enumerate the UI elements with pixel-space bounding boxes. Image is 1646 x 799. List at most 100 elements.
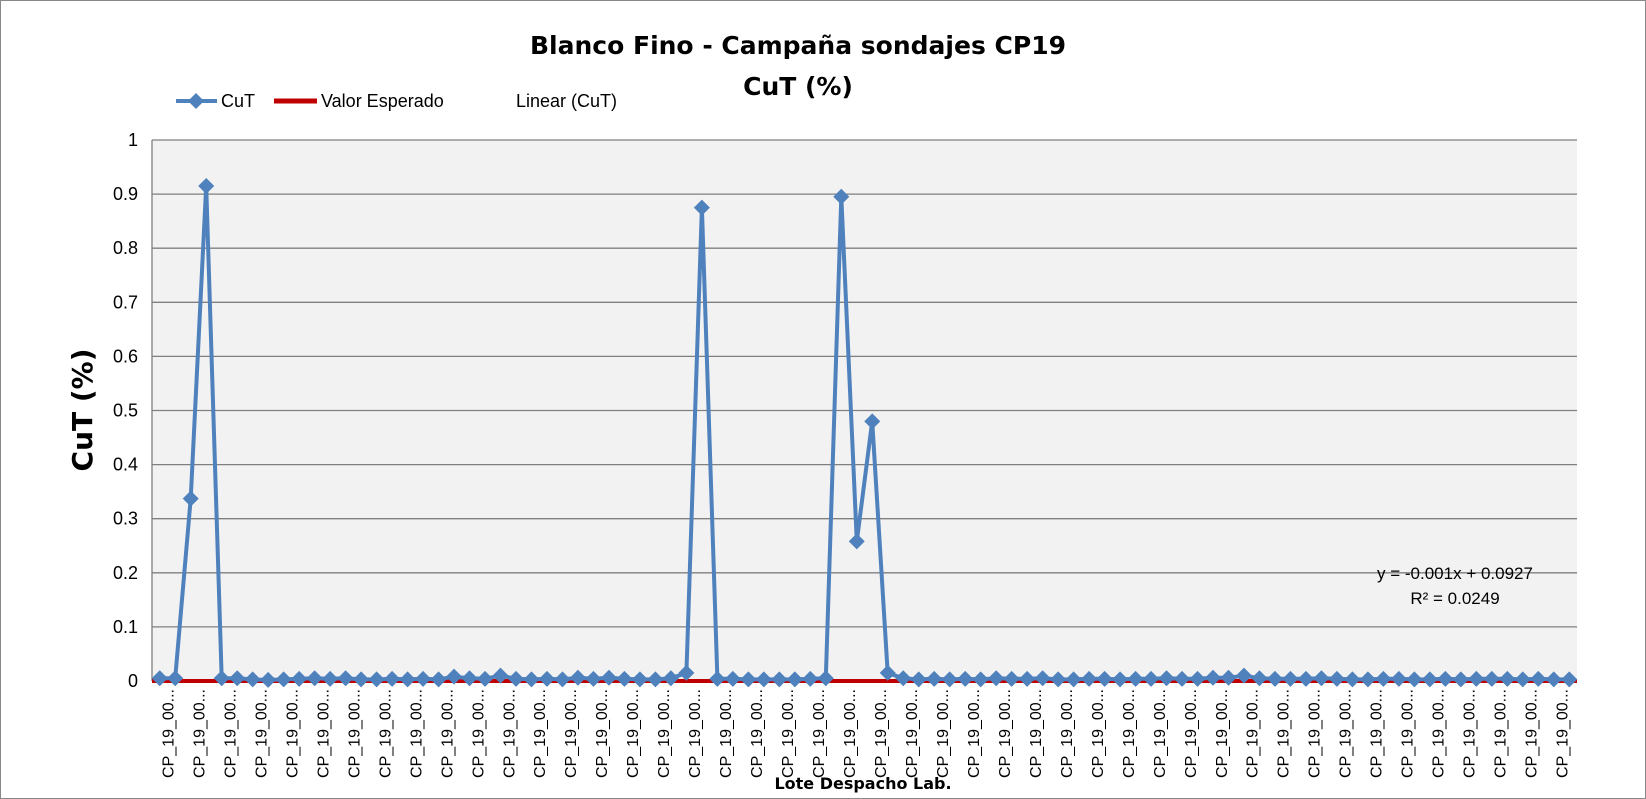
data-point-marker <box>507 670 524 687</box>
y-tick-label: 1 <box>128 130 138 150</box>
data-point-marker <box>1174 670 1191 687</box>
data-point-marker <box>182 490 199 507</box>
x-axis-ticks: CP_19_00... CP_19_00... CP_19_00... CP_19_0… <box>160 689 1571 778</box>
data-point-marker <box>1406 671 1423 688</box>
data-point-marker <box>1019 670 1036 687</box>
x-tick-label: CP_19_00... <box>1555 689 1572 778</box>
data-point-marker <box>151 670 168 687</box>
data-point-marker <box>662 670 679 687</box>
data-point-marker <box>1390 670 1407 687</box>
data-point-marker <box>229 670 246 687</box>
x-tick-label: CP_19_00... <box>997 689 1014 778</box>
x-tick-label: CP_19_00... <box>346 689 363 778</box>
x-tick-label: CP_19_00... <box>160 689 177 778</box>
data-point-marker <box>926 670 943 687</box>
x-tick-label: CP_19_00... <box>563 689 580 778</box>
data-point-marker <box>1328 670 1345 687</box>
x-tick-label: CP_19_00... <box>1493 689 1510 778</box>
x-tick-label: CP_19_00... <box>718 689 735 778</box>
x-tick-label: CP_19_00... <box>253 689 270 778</box>
data-point-marker <box>755 671 772 688</box>
legend-item-valor-esperado: Valor Esperado <box>274 91 444 111</box>
data-point-marker <box>244 671 261 688</box>
y-axis-label: CuT (%) <box>66 349 99 472</box>
data-point-marker <box>585 670 602 687</box>
data-point-marker <box>1561 671 1578 688</box>
x-tick-label: CP_19_00... <box>842 689 859 778</box>
data-point-marker <box>430 671 447 688</box>
data-point-marker <box>1235 667 1252 684</box>
data-point-marker <box>167 670 184 687</box>
data-point-marker <box>864 413 881 430</box>
x-tick-label: CP_19_00... <box>501 689 518 778</box>
y-tick-label: 0.3 <box>113 509 138 529</box>
legend-label-valor-esperado: Valor Esperado <box>321 91 444 111</box>
data-point-marker <box>337 670 354 687</box>
data-point-marker <box>1514 671 1531 688</box>
x-tick-label: CP_19_00... <box>1276 689 1293 778</box>
x-tick-label: CP_19_00... <box>1369 689 1386 778</box>
data-point-marker <box>1112 671 1129 688</box>
data-point-marker <box>368 671 385 688</box>
x-tick-label: CP_19_00... <box>1090 689 1107 778</box>
data-point-marker <box>1251 670 1268 687</box>
legend-item-cut: CuT <box>176 91 255 111</box>
data-point-marker <box>384 670 401 687</box>
data-point-marker <box>198 177 215 194</box>
x-tick-label: CP_19_00... <box>315 689 332 778</box>
data-point-marker <box>724 670 741 687</box>
data-point-marker <box>1530 670 1547 687</box>
data-point-marker <box>1499 670 1516 687</box>
x-tick-label: CP_19_00... <box>904 689 921 778</box>
x-axis-label: Lote Despacho Lab. <box>774 774 951 793</box>
data-point-marker <box>1297 670 1314 687</box>
y-tick-label: 0 <box>128 671 138 691</box>
data-point-marker <box>569 669 586 686</box>
x-tick-label: CP_19_00... <box>687 689 704 778</box>
data-point-marker <box>353 671 370 688</box>
legend-label-cut: CuT <box>221 91 255 111</box>
x-tick-label: CP_19_00... <box>656 689 673 778</box>
data-point-marker <box>1050 671 1067 688</box>
x-tick-label: CP_19_00... <box>1152 689 1169 778</box>
y-tick-label: 0.1 <box>113 617 138 637</box>
data-point-marker <box>538 670 555 687</box>
data-point-marker <box>817 670 834 687</box>
y-tick-label: 0.4 <box>113 455 138 475</box>
trendline-r2: R² = 0.0249 <box>1410 589 1499 608</box>
data-point-marker <box>306 670 323 687</box>
data-point-marker <box>848 533 865 550</box>
data-point-marker <box>941 671 958 688</box>
data-point-marker <box>988 670 1005 687</box>
series-layer <box>151 177 1578 688</box>
x-tick-label: CP_19_00... <box>1400 689 1417 778</box>
x-tick-label: CP_19_00... <box>1214 689 1231 778</box>
y-axis-ticks: 0 0.1 0.2 0.3 0.4 0.5 0.6 0.7 0.8 0.9 1 <box>113 130 138 691</box>
data-point-marker <box>1282 670 1299 687</box>
data-point-marker <box>910 671 927 688</box>
x-tick-label: CP_19_00... <box>1121 689 1138 778</box>
y-tick-label: 0.8 <box>113 238 138 258</box>
data-point-marker <box>771 671 788 688</box>
data-point-marker <box>1313 670 1330 687</box>
x-tick-label: CP_19_00... <box>470 689 487 778</box>
x-tick-label: CP_19_00... <box>222 689 239 778</box>
data-point-marker <box>1421 671 1438 688</box>
data-point-marker <box>1158 670 1175 687</box>
x-tick-label: CP_19_00... <box>935 689 952 778</box>
gridlines <box>151 139 1577 682</box>
data-point-marker <box>1205 669 1222 686</box>
x-tick-label: CP_19_00... <box>1245 689 1262 778</box>
data-point-marker <box>678 664 695 681</box>
data-point-marker <box>1081 670 1098 687</box>
data-point-marker <box>802 670 819 687</box>
data-point-marker <box>833 188 850 205</box>
x-tick-label: CP_19_00... <box>1307 689 1324 778</box>
x-tick-label: CP_19_00... <box>966 689 983 778</box>
data-point-marker <box>1096 670 1113 687</box>
data-point-marker <box>554 671 571 688</box>
x-tick-label: CP_19_00... <box>191 689 208 778</box>
legend-item-linear-cut: Linear (CuT) <box>516 91 617 111</box>
data-point-marker <box>1437 670 1454 687</box>
